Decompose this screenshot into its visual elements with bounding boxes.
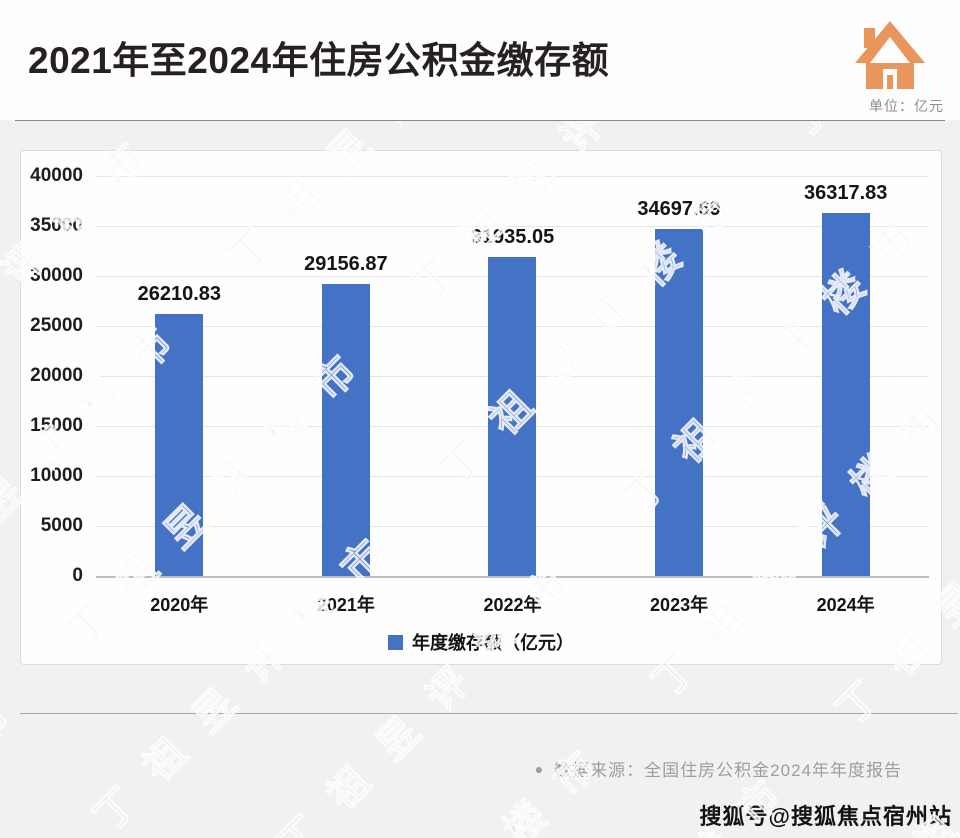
- chart-legend: 年度缴存额（亿元）: [21, 629, 941, 655]
- bar-value-label: 36317.83: [803, 181, 888, 204]
- y-tick-label: 10000: [30, 465, 83, 486]
- y-tick-label: 5000: [40, 515, 83, 536]
- x-axis-label: 2021年: [316, 595, 375, 615]
- gridline: [96, 226, 929, 227]
- bar: [488, 256, 537, 576]
- header: 2021年至2024年住房公积金缴存额 单位：亿元: [0, 0, 960, 121]
- y-tick-label: 25000: [30, 315, 83, 336]
- y-tick-label: 30000: [30, 265, 83, 286]
- bar: [821, 212, 870, 576]
- x-axis-label: 2022年: [483, 595, 542, 615]
- source-line: ● 数据来源：全国住房公积金2024年年度报告: [535, 756, 902, 781]
- bar-value-label: 26210.83: [137, 282, 222, 305]
- bar-slot: 26210.83: [96, 176, 263, 576]
- bar-slot: 34697.69: [596, 176, 763, 576]
- gridline: [96, 176, 929, 177]
- bar-value-label: 29156.87: [304, 253, 388, 276]
- house-icon: [854, 20, 926, 90]
- bar: [655, 229, 704, 576]
- bar-slot: 29156.87: [263, 176, 430, 576]
- y-tick-label: 20000: [30, 365, 83, 386]
- publisher-credit: 搜狐号@搜狐焦点宿州站: [699, 804, 952, 829]
- house-icon-svg: [855, 21, 925, 89]
- y-tick-label: 35000: [30, 215, 83, 236]
- bar-value-label: 34697.69: [637, 198, 721, 221]
- unit-label: 单位：亿元: [869, 98, 944, 114]
- footer-divider: [20, 713, 958, 714]
- x-axis-label: 2020年: [150, 595, 209, 615]
- bar-slot: 31935.05: [429, 176, 596, 576]
- x-axis-labels: 2020年 2021年 2022年 2023年 2024年: [96, 591, 929, 617]
- bars-area: 26210.83 29156.87 31935.05 34697.69 36317.83: [96, 176, 929, 576]
- y-tick-label: 40000: [30, 165, 83, 186]
- bullet-icon: ●: [534, 760, 545, 777]
- legend-swatch-icon: [388, 634, 403, 650]
- page-title: 2021年至2024年住房公积金缴存额: [28, 40, 610, 81]
- x-axis-label: 2023年: [650, 595, 709, 615]
- y-tick-label: 0: [72, 565, 83, 586]
- source-text: 数据来源：全国住房公积金2024年年度报告: [554, 761, 902, 780]
- legend-label: 年度缴存额（亿元）: [412, 633, 574, 653]
- y-tick-label: 15000: [30, 415, 83, 436]
- bar: [321, 284, 370, 576]
- header-divider: [15, 120, 945, 121]
- bar-value-label: 31935.05: [470, 225, 555, 248]
- bar-slot: 36317.83: [762, 176, 929, 576]
- chart-panel: 0 5000 10000 15000 20000 25000 30000 35000 40000…: [20, 150, 942, 665]
- gridline: [96, 576, 929, 578]
- bar: [155, 313, 204, 576]
- x-axis-label: 2024年: [816, 595, 875, 615]
